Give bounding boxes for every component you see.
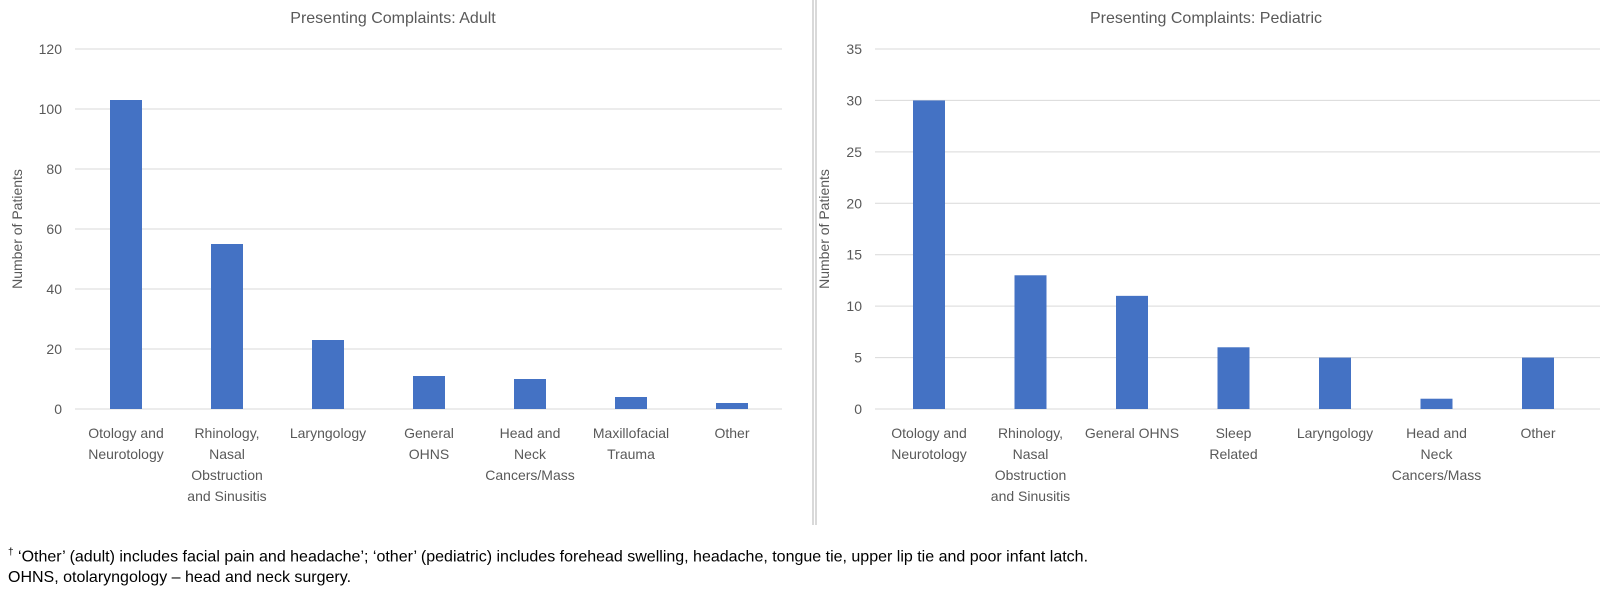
bar-5 (514, 379, 546, 409)
y-tick-label: 10 (846, 298, 862, 314)
x-category-label-line: Other (714, 425, 749, 441)
bar-1 (110, 100, 142, 409)
bar-2 (1014, 275, 1047, 409)
x-category-label-line: Obstruction (191, 467, 263, 483)
y-tick-label: 20 (846, 195, 862, 211)
bar-3 (312, 340, 344, 409)
x-category-label-line: Nasal (1013, 446, 1049, 462)
x-category-label-line: Obstruction (995, 467, 1067, 483)
chart-title: Presenting Complaints: Pediatric (1090, 10, 1322, 27)
x-category-label: Other (714, 425, 749, 441)
y-tick-label: 20 (46, 341, 62, 357)
x-category-label-line: Nasal (209, 446, 245, 462)
x-category-label-line: General OHNS (1085, 425, 1179, 441)
bar-6 (615, 397, 647, 409)
y-tick-label: 60 (46, 221, 62, 237)
adult-bar-chart: Presenting Complaints: Adult Number of Pa… (9, 10, 782, 504)
bar-2 (211, 244, 243, 409)
x-category-label-line: Rhinology, (194, 425, 259, 441)
bar-4 (413, 376, 445, 409)
y-tick-label: 40 (46, 281, 62, 297)
y-axis-label: Number of Patients (9, 169, 25, 289)
x-category-label-line: Trauma (607, 446, 655, 462)
x-category-label-line: Maxillofacial (593, 425, 669, 441)
x-category-label: Otology and Neurotology (88, 425, 164, 462)
x-category-label-line: Neurotology (88, 446, 164, 462)
pediatric-bar-chart: Presenting Complaints: Pediatric Number o… (817, 10, 1600, 504)
dagger-symbol: † (8, 547, 14, 558)
x-category-label: Other (1520, 425, 1555, 441)
x-category-label-line: Laryngology (1297, 425, 1373, 441)
pediatric-chart-panel: Presenting Complaints: Pediatric Number o… (815, 0, 1600, 525)
footnote-other-definition: † ‘Other’ (adult) includes facial pain a… (8, 547, 1088, 566)
y-axis-label: Number of Patients (817, 169, 832, 289)
x-category-label-line: Rhinology, (998, 425, 1063, 441)
x-category-label-line: and Sinusitis (991, 488, 1070, 504)
x-category-label-line: Head and (500, 425, 561, 441)
x-category-label-line: Neck (514, 446, 547, 462)
footnote-abbreviation: OHNS, otolaryngology – head and neck sur… (8, 569, 352, 586)
x-category-label-line: Laryngology (290, 425, 366, 441)
adult-chart-panel: Presenting Complaints: Adult Number of Pa… (0, 0, 814, 525)
bar-6 (1420, 398, 1453, 409)
x-category-label: Laryngology (290, 425, 366, 441)
y-tick-label: 35 (846, 41, 862, 57)
y-tick-label: 0 (854, 401, 862, 417)
x-category-label-line: and Sinusitis (187, 488, 266, 504)
x-category-label-line: Related (1209, 446, 1257, 462)
x-category-label: General OHNS (404, 425, 454, 462)
y-tick-label: 120 (39, 41, 63, 57)
chart-title: Presenting Complaints: Adult (290, 10, 496, 27)
bar-3 (1116, 295, 1148, 409)
x-category-label-line: Cancers/Mass (1392, 467, 1481, 483)
x-category-label: Head and Neck Cancers/Mass (1392, 425, 1481, 483)
y-tick-label: 30 (846, 92, 862, 108)
x-category-label-line: Sleep (1216, 425, 1252, 441)
x-category-label-line: Otology and (88, 425, 164, 441)
x-category-label: Laryngology (1297, 425, 1373, 441)
bar-1 (913, 100, 945, 409)
y-tick-label: 25 (846, 144, 862, 160)
y-tick-label: 0 (54, 401, 62, 417)
bar-4 (1217, 347, 1250, 409)
x-category-label: Sleep Related (1209, 425, 1257, 462)
x-category-label: Otology and Neurotology (891, 425, 967, 462)
bar-5 (1319, 357, 1351, 409)
footnote-text: ‘Other’ (adult) includes facial pain and… (13, 548, 1089, 566)
x-category-label: General OHNS (1085, 425, 1179, 441)
x-category-label-line: Neck (1421, 446, 1454, 462)
y-tick-label: 5 (854, 350, 862, 366)
x-category-label-line: Neurotology (891, 446, 967, 462)
x-category-label-line: General (404, 425, 454, 441)
x-category-label: Head and Neck Cancers/Mass (485, 425, 574, 483)
bar-7 (1522, 357, 1554, 409)
x-category-label: Maxillofacial Trauma (593, 425, 669, 462)
x-category-label: Rhinology, Nasal Obstruction and Sinusitis (187, 425, 266, 504)
y-tick-label: 100 (39, 101, 63, 117)
y-tick-label: 15 (846, 247, 862, 263)
x-category-label-line: OHNS (409, 446, 449, 462)
x-category-label: Rhinology, Nasal Obstruction and Sinusitis (991, 425, 1070, 504)
x-category-label-line: Head and (1406, 425, 1467, 441)
bar-7 (716, 403, 748, 409)
y-tick-label: 80 (46, 161, 62, 177)
x-category-label-line: Otology and (891, 425, 967, 441)
x-category-label-line: Cancers/Mass (485, 467, 574, 483)
x-category-label-line: Other (1520, 425, 1555, 441)
